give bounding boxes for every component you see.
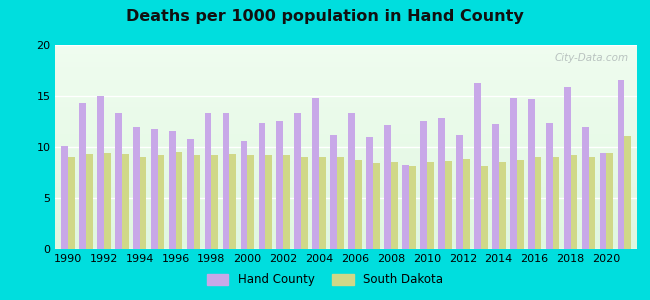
Bar: [68, 157, 75, 249]
Bar: [122, 154, 129, 249]
Bar: [301, 157, 308, 249]
Bar: [330, 135, 337, 249]
Bar: [259, 122, 265, 249]
Bar: [420, 122, 427, 249]
Bar: [86, 154, 92, 249]
Bar: [456, 135, 463, 249]
Bar: [240, 141, 248, 249]
Bar: [409, 167, 416, 249]
Bar: [319, 157, 326, 249]
Bar: [79, 103, 86, 249]
Bar: [169, 131, 176, 249]
Text: City-Data.com: City-Data.com: [554, 53, 629, 63]
Bar: [187, 139, 194, 249]
Bar: [211, 155, 218, 249]
Bar: [499, 162, 506, 249]
Bar: [283, 155, 290, 249]
Bar: [588, 157, 595, 249]
Bar: [151, 129, 157, 249]
Bar: [384, 124, 391, 249]
Bar: [355, 160, 362, 249]
Bar: [133, 127, 140, 249]
Legend: Hand County, South Dakota: Hand County, South Dakota: [202, 269, 448, 291]
Bar: [600, 153, 606, 249]
Bar: [445, 161, 452, 249]
Bar: [618, 80, 625, 249]
Bar: [474, 83, 481, 249]
Bar: [625, 136, 631, 249]
Bar: [373, 163, 380, 249]
Bar: [606, 153, 614, 249]
Bar: [104, 153, 110, 249]
Bar: [582, 127, 588, 249]
Bar: [176, 152, 183, 249]
Bar: [337, 157, 344, 249]
Bar: [463, 159, 470, 249]
Bar: [481, 167, 488, 249]
Bar: [229, 154, 236, 249]
Bar: [248, 155, 254, 249]
Bar: [427, 162, 434, 249]
Bar: [205, 113, 211, 249]
Bar: [313, 98, 319, 249]
Bar: [564, 87, 571, 249]
Bar: [552, 157, 560, 249]
Bar: [402, 165, 409, 249]
Bar: [61, 146, 68, 249]
Bar: [492, 124, 499, 249]
Bar: [546, 122, 552, 249]
Bar: [528, 99, 535, 249]
Bar: [157, 155, 164, 249]
Bar: [97, 96, 104, 249]
Bar: [194, 155, 200, 249]
Bar: [535, 157, 541, 249]
Bar: [348, 113, 355, 249]
Bar: [140, 157, 146, 249]
Bar: [115, 113, 122, 249]
Bar: [510, 98, 517, 249]
Bar: [276, 122, 283, 249]
Bar: [571, 155, 577, 249]
Bar: [391, 162, 398, 249]
Text: Deaths per 1000 population in Hand County: Deaths per 1000 population in Hand Count…: [126, 9, 524, 24]
Bar: [265, 155, 272, 249]
Bar: [438, 118, 445, 249]
Bar: [222, 113, 229, 249]
Bar: [294, 113, 301, 249]
Bar: [366, 137, 373, 249]
Bar: [517, 160, 523, 249]
